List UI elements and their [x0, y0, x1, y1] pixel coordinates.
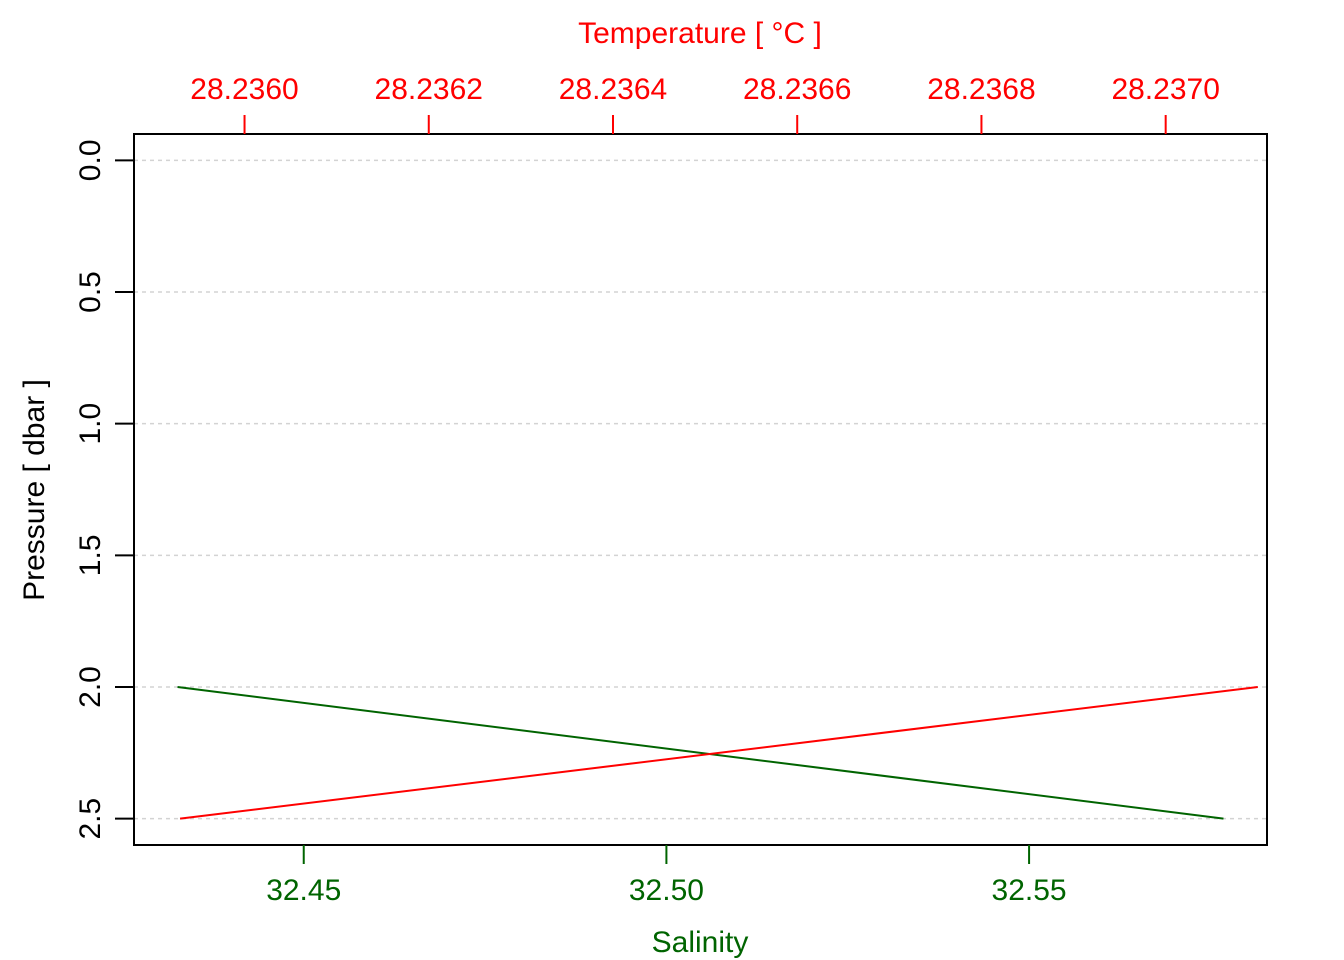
temperature-tick-label: 28.2362 [375, 73, 483, 106]
pressure-tick-label: 2.5 [74, 798, 107, 840]
plot-frame [133, 133, 1268, 846]
temperature-tick-label: 28.2370 [1111, 73, 1219, 106]
temperature-tick-label: 28.2364 [559, 73, 667, 106]
pressure-tick-label: 2.0 [74, 666, 107, 708]
pressure-tick-label: 0.0 [74, 139, 107, 181]
salinity-tick-label: 32.45 [266, 874, 341, 907]
temperature-tick-label: 28.2360 [190, 73, 298, 106]
pressure-tick-label: 0.5 [74, 271, 107, 313]
temperature-axis-title: Temperature [ °C ] [578, 17, 822, 50]
series [177, 686, 1258, 820]
salinity-axis-title: Salinity [652, 926, 749, 959]
pressure-tick-label: 1.0 [74, 403, 107, 445]
pressure-tick-label: 1.5 [74, 534, 107, 576]
pressure-axis-title: Pressure [ dbar ] [18, 379, 51, 601]
series-line-temperature [179, 686, 1258, 820]
grid [134, 159, 1267, 820]
salinity-tick-label: 32.55 [992, 874, 1067, 907]
salinity-axis: 32.45 32.50 32.55 [266, 845, 1067, 907]
pressure-axis: 0.0 0.5 1.0 1.5 2.0 2.5 [74, 139, 134, 840]
temperature-axis: 28.2360 28.2362 28.2364 28.2366 28.2368 28.23… [190, 73, 1220, 134]
salinity-tick-label: 32.50 [629, 874, 704, 907]
temperature-tick-label: 28.2366 [743, 73, 851, 106]
series-line-salinity [177, 686, 1224, 820]
temperature-tick-label: 28.2368 [927, 73, 1035, 106]
